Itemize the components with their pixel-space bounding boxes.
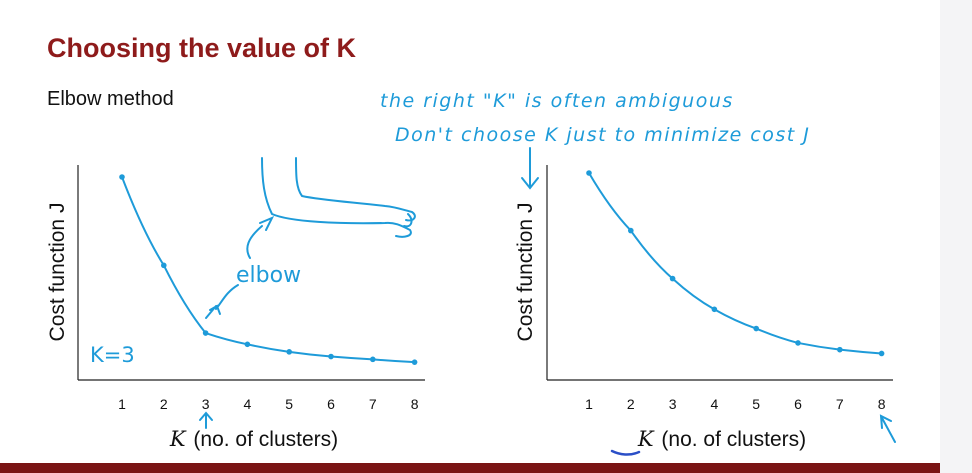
left-x-tick-label: 6 [327,396,335,412]
left-series [119,174,418,365]
right-x-tick-label: 8 [878,396,886,412]
elbow-annotation: elbow [236,263,301,288]
left-y-axis-label: Cost function J [46,203,69,342]
right-data-point-k5 [753,325,759,332]
right-x-axis-description: (no. of clusters) [661,428,806,451]
left-x-axis-description: (no. of clusters) [193,428,338,451]
left-x-tick-label: 1 [118,396,126,412]
right-data-point-k8 [878,350,885,357]
right-data-point-k6 [795,340,801,346]
k3-tick-arrow [199,411,213,429]
arm-doodle [261,157,416,238]
right-data-point-k7 [837,346,843,353]
left-data-point-k4 [244,341,251,348]
handwritten-note-dont-minimize: Don't choose K just to minimize cost J [395,124,811,146]
left-data-point-k7 [370,356,376,363]
right-x-tick-label: 1 [585,396,593,412]
elbow-plots: Cost function J K (no. of clusters) 1 2 3 4… [46,147,896,456]
handwritten-note-ambiguous: the right "K" is often ambiguous [380,90,734,112]
right-x-axis-variable: K [637,427,655,451]
slide: Choosing the value of K Elbow method the… [0,33,940,473]
j-label-arrow [521,147,539,190]
slide-title: Choosing the value of K [47,33,357,63]
k8-tick-arrow [879,414,896,443]
left-x-tick-label: 5 [285,396,293,412]
left-x-tick-label: 2 [160,396,168,412]
right-data-point-k3 [669,275,676,282]
left-data-point-k5 [286,349,293,355]
left-x-tick-label: 7 [369,396,377,412]
right-x-tick-label: 2 [627,396,635,412]
left-data-point-k2 [161,262,167,269]
k-variable-underline [610,449,641,456]
elbow-arrow-to-curve [205,284,239,319]
bottom-bar [0,463,940,473]
left-data-point-k6 [328,353,334,360]
right-data-point-k2 [628,227,634,234]
right-x-tick-label: 5 [752,396,760,412]
left-x-axis-label: K (no. of clusters) [169,427,338,451]
right-data-point-k4 [711,306,718,313]
left-x-ticks: 1 2 3 4 5 6 7 8 [118,396,419,412]
elbow-arrow-to-arm [246,216,275,259]
right-side-strip [940,0,972,473]
right-data-point-k1 [586,170,592,176]
right-y-axis-label: Cost function J [514,203,537,342]
right-x-ticks: 1 2 3 4 5 6 7 8 [585,396,886,412]
left-data-point-k8 [411,359,418,365]
k-equals-3-annotation: K=3 [90,343,135,367]
left-data-point-k1 [119,174,125,180]
right-series [586,170,885,357]
right-x-tick-label: 6 [794,396,802,412]
right-x-tick-label: 4 [711,396,719,412]
right-x-tick-label: 7 [836,396,844,412]
left-x-axis-variable: K [169,427,187,451]
right-x-axis-label: K (no. of clusters) [637,427,806,451]
right-x-tick-label: 3 [669,396,677,412]
left-x-tick-label: 3 [202,396,210,412]
left-x-tick-label: 4 [244,396,252,412]
right-cost-curve [588,172,882,355]
slide-subtitle: Elbow method [47,88,174,110]
left-x-tick-label: 8 [411,396,419,412]
left-data-point-k3 [202,330,209,336]
